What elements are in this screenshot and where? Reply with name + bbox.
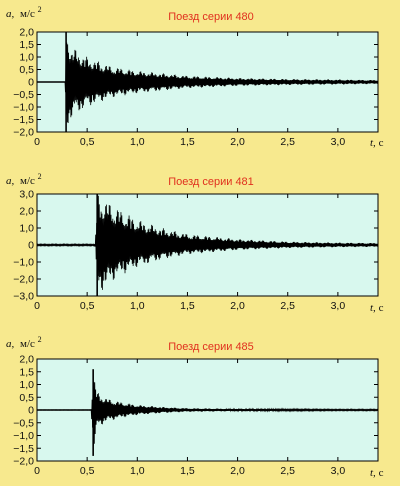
chart-panel-481: a, м/с 2 Поезд серии 481 t, с 3,0 2,0 1,0 0… xyxy=(6,172,384,314)
x-tick-label: 1,0 xyxy=(130,465,145,477)
y-tick-label: 1,5 xyxy=(19,366,34,378)
x-tick-label: 2,0 xyxy=(230,465,245,477)
signal-line xyxy=(36,195,379,290)
x-tick-label: 1,0 xyxy=(130,136,145,148)
chart-panel-480: a, м/с 2 Поезд серии 480 t, с 2,01,51,00… xyxy=(6,5,384,149)
y-tick-label: 1,0 xyxy=(19,379,34,391)
y-tick-label: −2,0 xyxy=(13,274,34,286)
y-axis-label: a, м/с 2 xyxy=(6,172,42,187)
y-tick-label: −1,0 xyxy=(13,257,34,269)
x-tick-label: 1,5 xyxy=(180,300,195,312)
x-tick-label: 2,0 xyxy=(230,300,245,312)
y-tick-label: −1,0 xyxy=(13,430,34,442)
x-tick-label: 2,5 xyxy=(280,136,295,148)
y-tick-label: 2,0 xyxy=(19,206,34,218)
y-tick-label: 2,0 xyxy=(19,354,34,366)
y-tick-label: −2,0 xyxy=(13,127,34,139)
y-tick-label: −0,5 xyxy=(13,89,34,101)
x-tick-label: 1,5 xyxy=(180,136,195,148)
y-tick-label: −0,5 xyxy=(13,417,34,429)
x-tick-label: 3,0 xyxy=(331,300,346,312)
x-axis-label: t, с xyxy=(370,467,384,479)
x-tick-label: 0,5 xyxy=(80,300,95,312)
x-tick-label: 2,5 xyxy=(280,465,295,477)
x-tick-label: 3,0 xyxy=(331,136,346,148)
y-axis-label: a, м/с 2 xyxy=(6,5,42,20)
x-tick-label: 0,5 xyxy=(80,136,95,148)
x-tick-label: 2,5 xyxy=(280,300,295,312)
chart-panel-485: a, м/с 2 Поезд серии 485 t, с 2,01,51,00… xyxy=(6,335,384,479)
y-axis-label: a, м/с 2 xyxy=(6,335,42,350)
x-tick-label: 0 xyxy=(34,465,40,477)
y-tick-label: 0,5 xyxy=(19,64,34,76)
y-tick-label: 0 xyxy=(28,405,34,417)
y-tick-label: −3,0 xyxy=(13,291,34,303)
x-tick-label: 1,5 xyxy=(180,465,195,477)
x-axis-label: t, с xyxy=(370,302,384,314)
x-tick-label: 0 xyxy=(34,300,40,312)
y-tick-label: −1,0 xyxy=(13,102,34,114)
x-tick-label: 3,0 xyxy=(331,465,346,477)
x-tick-label: 2,0 xyxy=(230,136,245,148)
y-tick-label: 1,0 xyxy=(19,52,34,64)
chart-title: Поезд серии 481 xyxy=(168,176,254,188)
signal-line xyxy=(37,42,379,123)
y-tick-label: 1,5 xyxy=(19,39,34,51)
y-tick-label: 2,0 xyxy=(19,27,34,39)
y-tick-label: 1,0 xyxy=(19,223,34,235)
y-tick-label: −2,0 xyxy=(13,456,34,468)
y-tick-label: 0 xyxy=(28,240,34,252)
x-tick-label: 1,0 xyxy=(130,300,145,312)
x-axis-label: t, с xyxy=(370,137,384,149)
x-tick-label: 0 xyxy=(34,136,40,148)
y-tick-label: 0 xyxy=(28,77,34,89)
x-tick-label: 0,5 xyxy=(80,465,95,477)
y-tick-label: 3,0 xyxy=(19,189,34,201)
chart-title: Поезд серии 485 xyxy=(168,341,254,353)
y-tick-label: 0,5 xyxy=(19,392,34,404)
y-tick-label: −1,5 xyxy=(13,443,34,455)
y-tick-label: −1,5 xyxy=(13,114,34,126)
chart-title: Поезд серии 480 xyxy=(168,11,254,23)
